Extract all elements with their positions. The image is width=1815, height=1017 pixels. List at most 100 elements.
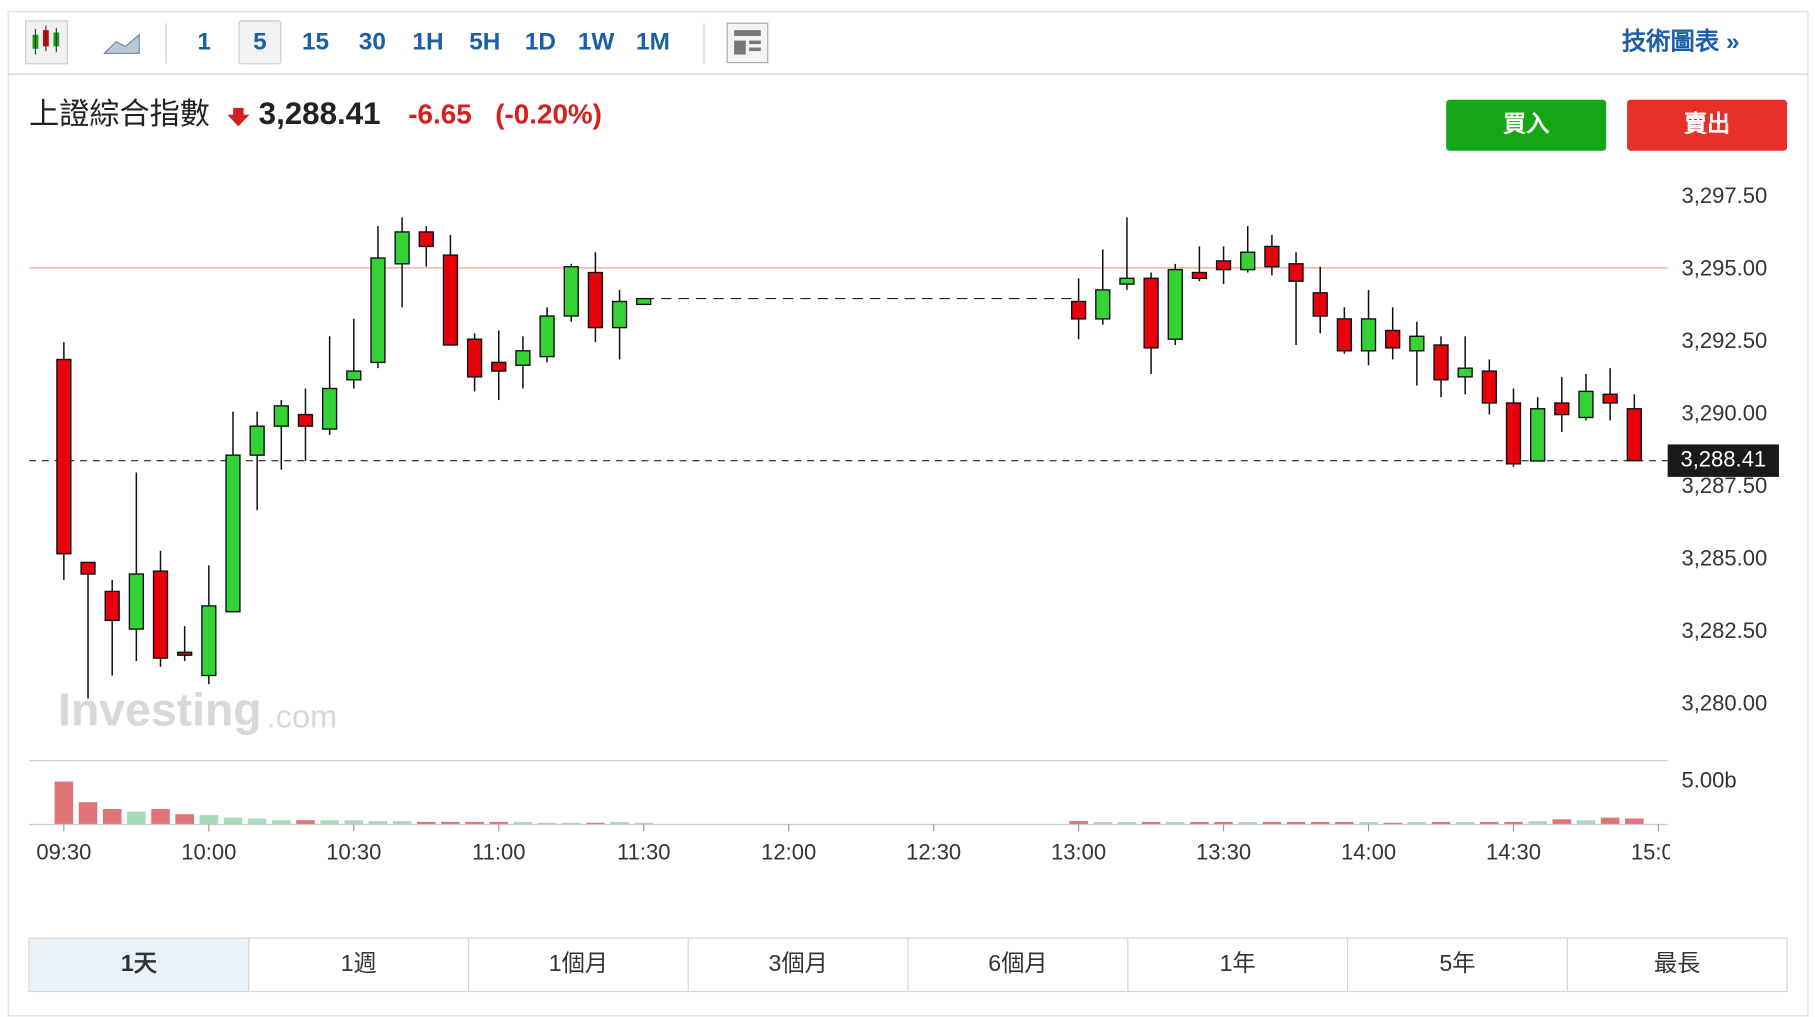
candle-body bbox=[273, 405, 289, 427]
technical-chart-link[interactable]: 技術圖表 » bbox=[1622, 27, 1740, 55]
candle-body bbox=[249, 425, 265, 456]
candle-body bbox=[346, 370, 362, 381]
candle-body bbox=[515, 350, 531, 366]
period-tab[interactable] bbox=[1127, 937, 1349, 993]
volume-bar bbox=[1431, 821, 1451, 825]
candle-body bbox=[1240, 251, 1256, 271]
candle-body bbox=[201, 605, 217, 677]
interval-button[interactable]: 1 bbox=[197, 28, 211, 55]
volume-bar bbox=[199, 815, 219, 825]
volume-bar bbox=[1528, 821, 1547, 825]
candle-body bbox=[466, 338, 483, 378]
y-tick-label: 3,285.00 bbox=[1682, 545, 1768, 570]
volume-bar bbox=[1455, 821, 1475, 825]
volume-bar bbox=[151, 809, 170, 825]
interval-button[interactable]: 5 bbox=[253, 28, 267, 55]
price: 3,288.41 bbox=[259, 96, 381, 131]
volume-bar bbox=[513, 821, 533, 825]
buy-button[interactable]: 買入 bbox=[1446, 99, 1607, 151]
period-tab[interactable] bbox=[467, 937, 689, 993]
x-tick-label: 14:00 bbox=[1341, 839, 1396, 864]
volume-bar bbox=[634, 822, 653, 825]
interval-button[interactable]: 5H bbox=[469, 28, 500, 55]
volume-bar bbox=[1504, 821, 1523, 825]
volume-bar bbox=[1238, 821, 1258, 825]
candle-body bbox=[225, 454, 241, 613]
candle-body bbox=[128, 573, 145, 630]
candle-body bbox=[394, 231, 410, 265]
interval-button[interactable]: 1W bbox=[578, 28, 615, 55]
candle-body bbox=[56, 358, 72, 555]
candle-body bbox=[587, 271, 604, 329]
volume-bar bbox=[1480, 821, 1499, 825]
period-tab[interactable] bbox=[1566, 937, 1788, 993]
volume-bar bbox=[1310, 821, 1330, 825]
volume-bar bbox=[272, 820, 291, 825]
period-tab[interactable] bbox=[248, 937, 470, 993]
y-tick-label: 3,287.50 bbox=[1682, 473, 1768, 498]
candle-body bbox=[104, 590, 120, 622]
interval-button[interactable]: 30 bbox=[359, 28, 386, 55]
volume-bar bbox=[320, 820, 339, 825]
candle-body bbox=[1336, 318, 1353, 352]
instrument-name: 上證綜合指數 bbox=[29, 97, 210, 131]
candle-body bbox=[611, 300, 628, 329]
period-tab[interactable] bbox=[28, 937, 250, 993]
volume-bar bbox=[1407, 821, 1427, 825]
layout-icon[interactable] bbox=[726, 22, 769, 64]
candle-body bbox=[1167, 268, 1183, 340]
watermark: Investing bbox=[58, 683, 262, 735]
x-tick-label: 13:00 bbox=[1051, 839, 1106, 864]
volume-bar bbox=[102, 809, 122, 825]
volume-bar bbox=[537, 822, 557, 825]
period-tab[interactable] bbox=[1347, 937, 1568, 993]
x-tick-label: 12:00 bbox=[761, 839, 816, 864]
volume-bar bbox=[54, 781, 74, 825]
volume-bar bbox=[392, 821, 412, 825]
y-tick-label: 3,295.00 bbox=[1682, 255, 1768, 280]
candle-body bbox=[1264, 245, 1280, 268]
candle-body bbox=[1288, 263, 1304, 282]
volume-tick-label: 5.00b bbox=[1682, 767, 1737, 792]
candle-body bbox=[1481, 370, 1497, 404]
volume-bar bbox=[610, 821, 629, 825]
candle-body bbox=[297, 413, 314, 427]
x-tick-label: 11:30 bbox=[617, 839, 670, 864]
period-tab-label: 3個月 bbox=[769, 950, 828, 976]
candle-body bbox=[1409, 335, 1425, 352]
candle-body bbox=[370, 257, 386, 364]
interval-button[interactable]: 1D bbox=[525, 28, 556, 55]
volume-bar bbox=[1214, 821, 1233, 825]
volume-bar bbox=[1286, 821, 1306, 825]
area-icon[interactable] bbox=[103, 33, 140, 54]
volume-bar bbox=[223, 817, 243, 825]
candle-body bbox=[1602, 393, 1618, 404]
volume-bar bbox=[1262, 821, 1282, 825]
candle-icon[interactable] bbox=[25, 20, 68, 65]
y-tick-label: 3,280.00 bbox=[1682, 690, 1768, 715]
sell-button[interactable]: 賣出 bbox=[1627, 99, 1788, 151]
candle-body bbox=[1433, 344, 1449, 381]
candle-body bbox=[1360, 318, 1377, 352]
volume-bar bbox=[1576, 820, 1596, 825]
candle-body bbox=[1312, 292, 1328, 317]
candle-body bbox=[1191, 271, 1208, 280]
candle-body bbox=[1119, 277, 1135, 285]
change: -6.65 bbox=[408, 98, 471, 129]
volume-bar bbox=[416, 821, 436, 825]
interval-button[interactable]: 15 bbox=[302, 28, 329, 55]
y-tick-label: 3,282.50 bbox=[1682, 618, 1768, 643]
candle-body bbox=[1457, 367, 1473, 378]
candle-body bbox=[1554, 402, 1570, 416]
volume-bar bbox=[561, 822, 581, 825]
period-tab[interactable] bbox=[907, 937, 1129, 993]
candle-body bbox=[539, 315, 555, 358]
volume-bar bbox=[175, 814, 194, 825]
period-tab[interactable] bbox=[687, 937, 909, 993]
x-tick-label: 10:30 bbox=[326, 839, 381, 864]
candle-body bbox=[152, 570, 169, 659]
volume-bar bbox=[1141, 821, 1161, 825]
interval-button[interactable]: 1H bbox=[412, 28, 443, 55]
interval-button[interactable]: 1M bbox=[636, 28, 670, 55]
